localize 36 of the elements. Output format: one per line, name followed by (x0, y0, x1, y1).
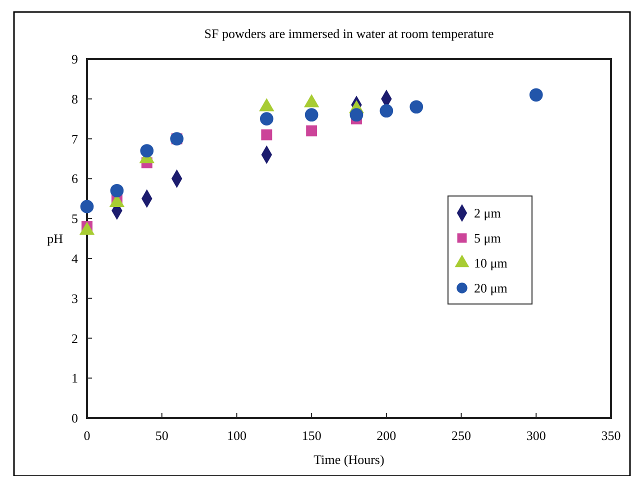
legend-label: 20 μm (474, 280, 508, 296)
y-tick-label: 0 (72, 410, 78, 426)
y-tick-label: 1 (72, 370, 78, 386)
y-axis-title: pH (47, 231, 63, 246)
x-tick-label: 200 (376, 428, 396, 443)
point (261, 129, 272, 140)
x-tick-label: 50 (155, 428, 168, 443)
point (260, 112, 274, 126)
legend-label: 5 μm (474, 230, 501, 246)
legend-label: 2 μm (474, 206, 501, 221)
point (306, 125, 318, 136)
legend-label: 10 μm (474, 256, 508, 271)
chart-title: SF powders are immersed in water at room temperature (204, 26, 494, 41)
point (380, 104, 394, 118)
point (529, 88, 543, 102)
x-tick-label: 0 (84, 428, 90, 443)
x-tick-label: 350 (601, 428, 621, 443)
y-tick-label: 5 (72, 211, 78, 226)
point (304, 108, 318, 122)
point (110, 184, 124, 198)
x-axis-title: Time (Hours) (314, 452, 384, 467)
y-tick-label: 7 (72, 131, 78, 146)
x-tick-label: 100 (226, 428, 246, 443)
y-tick-label: 8 (72, 91, 78, 106)
y-tick-label: 3 (72, 290, 78, 306)
point (140, 144, 154, 158)
y-tick-label: 9 (72, 52, 78, 67)
y-tick-label: 2 (72, 330, 78, 346)
point (80, 200, 94, 214)
x-tick-label: 250 (452, 428, 472, 443)
y-tick-label: 4 (72, 250, 78, 266)
point (410, 100, 424, 114)
point (350, 108, 364, 122)
x-tick-label: 300 (526, 428, 546, 443)
y-tick-label: 6 (72, 171, 78, 186)
x-tick-label: 150 (302, 428, 322, 443)
